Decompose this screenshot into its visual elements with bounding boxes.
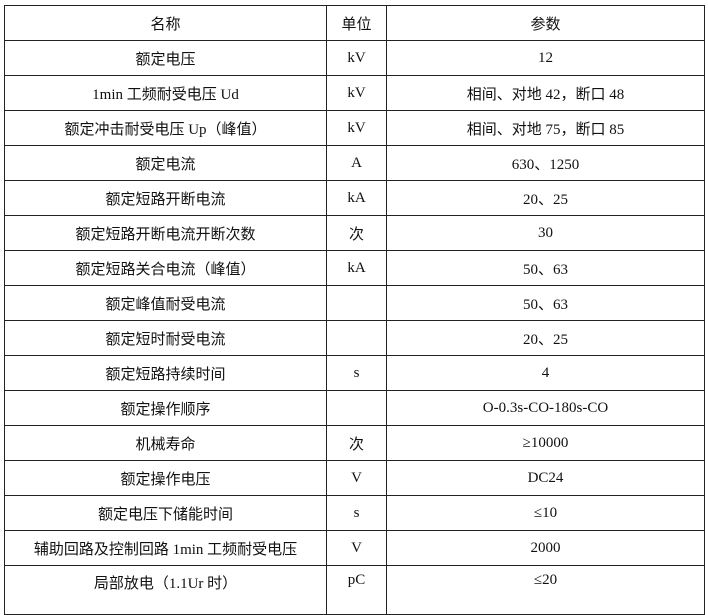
cell-value: 20、25	[386, 320, 705, 356]
cell-unit: V	[326, 530, 387, 566]
cell-value: 12	[386, 40, 705, 76]
table-row: 局部放电（1.1Ur 时） pC ≤20	[4, 565, 705, 615]
cell-unit: kA	[326, 180, 387, 216]
header-unit: 单位	[326, 5, 387, 41]
cell-unit: 次	[326, 425, 387, 461]
cell-value: 630、1250	[386, 145, 705, 181]
parameters-table: 名称 单位 参数 额定电压 kV 12 1min 工频耐受电压 Ud kV 相间、对地 4…	[4, 5, 705, 615]
cell-name: 额定电压下储能时间	[4, 495, 327, 531]
cell-value: O-0.3s-CO-180s-CO	[386, 390, 705, 426]
cell-value: DC24	[386, 460, 705, 496]
cell-name: 1min 工频耐受电压 Ud	[4, 75, 327, 111]
cell-value: ≥10000	[386, 425, 705, 461]
cell-value: 30	[386, 215, 705, 251]
cell-name: 额定短路关合电流（峰值）	[4, 250, 327, 286]
cell-value: 20、25	[386, 180, 705, 216]
cell-name: 额定电压	[4, 40, 327, 76]
cell-unit	[326, 390, 387, 426]
cell-unit: s	[326, 355, 387, 391]
cell-name: 额定操作顺序	[4, 390, 327, 426]
cell-unit: kV	[326, 40, 387, 76]
table-row: 额定操作电压 V DC24	[4, 460, 705, 496]
cell-unit: s	[326, 495, 387, 531]
table-row: 机械寿命次 ≥10000	[4, 425, 705, 461]
table-row: 额定冲击耐受电压 Up（峰值） kV 相间、对地 75，断口 85	[4, 110, 705, 146]
cell-unit: A	[326, 145, 387, 181]
cell-unit	[326, 285, 387, 321]
cell-unit: 次	[326, 215, 387, 251]
cell-unit: kV	[326, 110, 387, 146]
cell-name: 额定短路持续时间	[4, 355, 327, 391]
table-row: 额定电压 kV 12	[4, 40, 705, 76]
cell-name: 额定电流	[4, 145, 327, 181]
cell-value: 2000	[386, 530, 705, 566]
cell-unit: kV	[326, 75, 387, 111]
table-row: 额定短路持续时间 s 4	[4, 355, 705, 391]
header-name: 名称	[4, 5, 327, 41]
table-row: 额定短路开断电流 kA 20、25	[4, 180, 705, 216]
cell-unit: kA	[326, 250, 387, 286]
cell-value: 相间、对地 75，断口 85	[386, 110, 705, 146]
table-row: 额定短路开断电流开断次数次 30	[4, 215, 705, 251]
cell-unit	[326, 320, 387, 356]
header-row: 名称 单位 参数	[4, 5, 705, 41]
header-value: 参数	[386, 5, 705, 41]
cell-value: ≤20	[386, 565, 705, 615]
cell-name: 额定冲击耐受电压 Up（峰值）	[4, 110, 327, 146]
cell-value: 相间、对地 42，断口 48	[386, 75, 705, 111]
cell-name: 局部放电（1.1Ur 时）	[4, 565, 327, 615]
table-row: 额定操作顺序 O-0.3s-CO-180s-CO	[4, 390, 705, 426]
table-row: 额定电流 A 630、1250	[4, 145, 705, 181]
cell-name: 额定峰值耐受电流	[4, 285, 327, 321]
table-row: 辅助回路及控制回路 1min 工频耐受电压 V 2000	[4, 530, 705, 566]
cell-name: 额定短路开断电流开断次数	[4, 215, 327, 251]
cell-name: 额定短路开断电流	[4, 180, 327, 216]
cell-name: 辅助回路及控制回路 1min 工频耐受电压	[4, 530, 327, 566]
cell-unit: V	[326, 460, 387, 496]
cell-value: ≤10	[386, 495, 705, 531]
cell-name: 额定短时耐受电流	[4, 320, 327, 356]
table-row: 1min 工频耐受电压 Ud kV 相间、对地 42，断口 48	[4, 75, 705, 111]
cell-value: 4	[386, 355, 705, 391]
table-row: 额定电压下储能时间 s ≤10	[4, 495, 705, 531]
cell-value: 50、63	[386, 285, 705, 321]
table-row: 额定短路关合电流（峰值） kA 50、63	[4, 250, 705, 286]
cell-unit: pC	[326, 565, 387, 615]
table-row: 额定短时耐受电流 20、25	[4, 320, 705, 356]
cell-name: 机械寿命	[4, 425, 327, 461]
table-row: 额定峰值耐受电流 50、63	[4, 285, 705, 321]
cell-name: 额定操作电压	[4, 460, 327, 496]
cell-value: 50、63	[386, 250, 705, 286]
